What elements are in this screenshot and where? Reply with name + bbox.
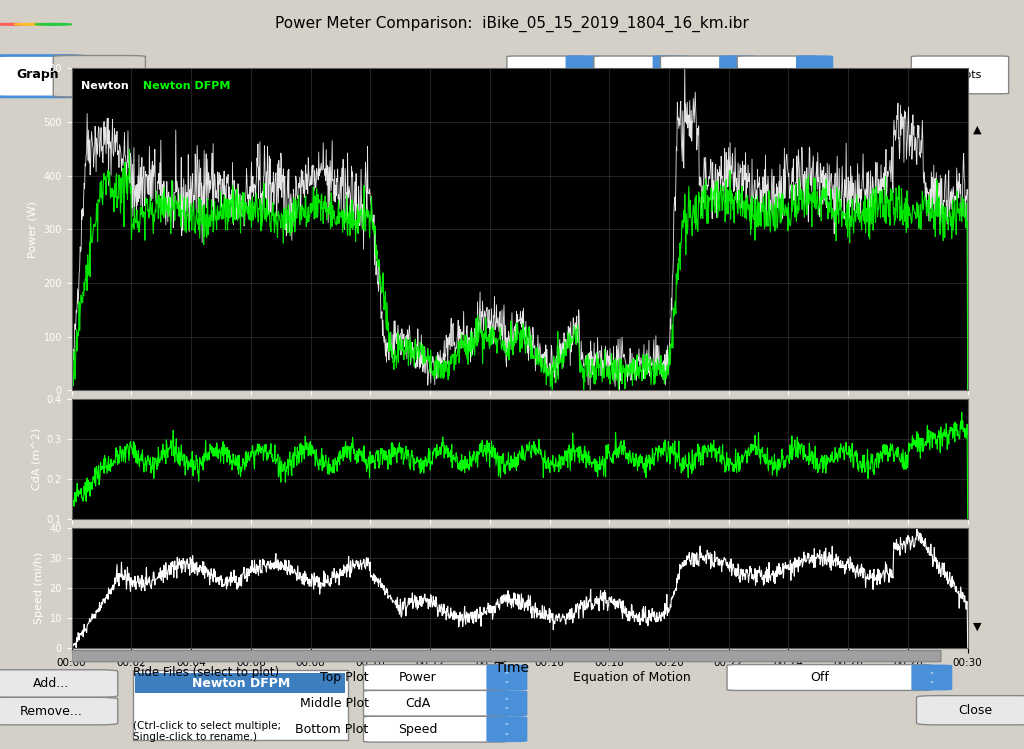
FancyBboxPatch shape	[364, 691, 507, 716]
Text: Newton DFPM: Newton DFPM	[191, 676, 290, 690]
Text: 0:00:30: 0:00:30	[523, 70, 562, 80]
Text: ⌃
⌄: ⌃ ⌄	[669, 68, 674, 82]
FancyBboxPatch shape	[727, 664, 932, 691]
Text: CdA: CdA	[406, 697, 430, 710]
FancyBboxPatch shape	[486, 716, 527, 742]
FancyBboxPatch shape	[660, 56, 740, 94]
FancyBboxPatch shape	[364, 664, 507, 691]
Text: ⌃
⌄: ⌃ ⌄	[812, 68, 817, 82]
Text: Speed: Speed	[398, 723, 437, 736]
Text: Remove...: Remove...	[19, 705, 83, 718]
FancyBboxPatch shape	[653, 56, 689, 94]
Text: (Ctrl-click to select multiple;
Single-click to rename.): (Ctrl-click to select multiple; Single-c…	[133, 721, 282, 742]
Y-axis label: Speed (mi/h): Speed (mi/h)	[34, 552, 44, 624]
FancyBboxPatch shape	[911, 664, 952, 691]
FancyBboxPatch shape	[594, 56, 674, 94]
FancyBboxPatch shape	[916, 696, 1024, 725]
Text: ⌃
⌄: ⌃ ⌄	[582, 68, 587, 82]
Text: Add...: Add...	[33, 677, 70, 690]
Text: Power: Power	[399, 671, 436, 684]
FancyBboxPatch shape	[911, 56, 1009, 94]
Text: Full Ride: Full Ride	[751, 70, 796, 80]
FancyBboxPatch shape	[486, 664, 527, 691]
Text: Bottom Plot: Bottom Plot	[295, 723, 369, 736]
Text: Graph: Graph	[16, 68, 59, 82]
FancyBboxPatch shape	[72, 651, 941, 661]
FancyBboxPatch shape	[566, 56, 602, 94]
Circle shape	[0, 23, 31, 25]
Text: Off: Off	[810, 671, 828, 684]
Text: Stats: Stats	[83, 68, 116, 82]
Text: Ride Files (select to plot): Ride Files (select to plot)	[133, 667, 280, 679]
Text: ⌃
⌄: ⌃ ⌄	[504, 697, 510, 710]
Text: Fit Plots: Fit Plots	[938, 70, 982, 80]
FancyBboxPatch shape	[486, 691, 527, 716]
FancyBboxPatch shape	[0, 55, 84, 97]
Text: ⌃
⌄: ⌃ ⌄	[929, 671, 935, 684]
Text: Equation of Motion: Equation of Motion	[573, 671, 691, 684]
Text: ▼: ▼	[973, 622, 981, 631]
Text: Time: Time	[495, 661, 529, 675]
FancyBboxPatch shape	[0, 670, 118, 697]
Circle shape	[14, 23, 51, 25]
Text: Power Meter Comparison:  iBike_05_15_2019_1804_16_km.ibr: Power Meter Comparison: iBike_05_15_2019…	[275, 16, 749, 32]
Text: ▲: ▲	[973, 125, 981, 135]
Text: Newton: Newton	[81, 81, 128, 91]
Text: time: time	[684, 70, 709, 80]
Text: Close: Close	[958, 704, 992, 717]
Text: ⌃
⌄: ⌃ ⌄	[504, 723, 510, 736]
Text: Top Plot: Top Plot	[321, 671, 369, 684]
Y-axis label: Power (W): Power (W)	[28, 201, 38, 258]
Text: Newton DFPM: Newton DFPM	[139, 81, 230, 91]
FancyBboxPatch shape	[135, 673, 345, 693]
Text: ⌃
⌄: ⌃ ⌄	[504, 671, 510, 684]
Circle shape	[35, 23, 72, 25]
Y-axis label: CdA (m^2): CdA (m^2)	[31, 428, 41, 490]
FancyBboxPatch shape	[133, 670, 348, 740]
FancyBboxPatch shape	[364, 716, 507, 742]
FancyBboxPatch shape	[797, 56, 833, 94]
FancyBboxPatch shape	[0, 697, 118, 725]
FancyBboxPatch shape	[507, 56, 587, 94]
Text: Middle Plot: Middle Plot	[300, 697, 369, 710]
FancyBboxPatch shape	[720, 56, 756, 94]
Text: english: english	[611, 70, 648, 80]
FancyBboxPatch shape	[53, 55, 145, 97]
Text: ⌃
⌄: ⌃ ⌄	[735, 68, 740, 82]
FancyBboxPatch shape	[737, 56, 817, 94]
